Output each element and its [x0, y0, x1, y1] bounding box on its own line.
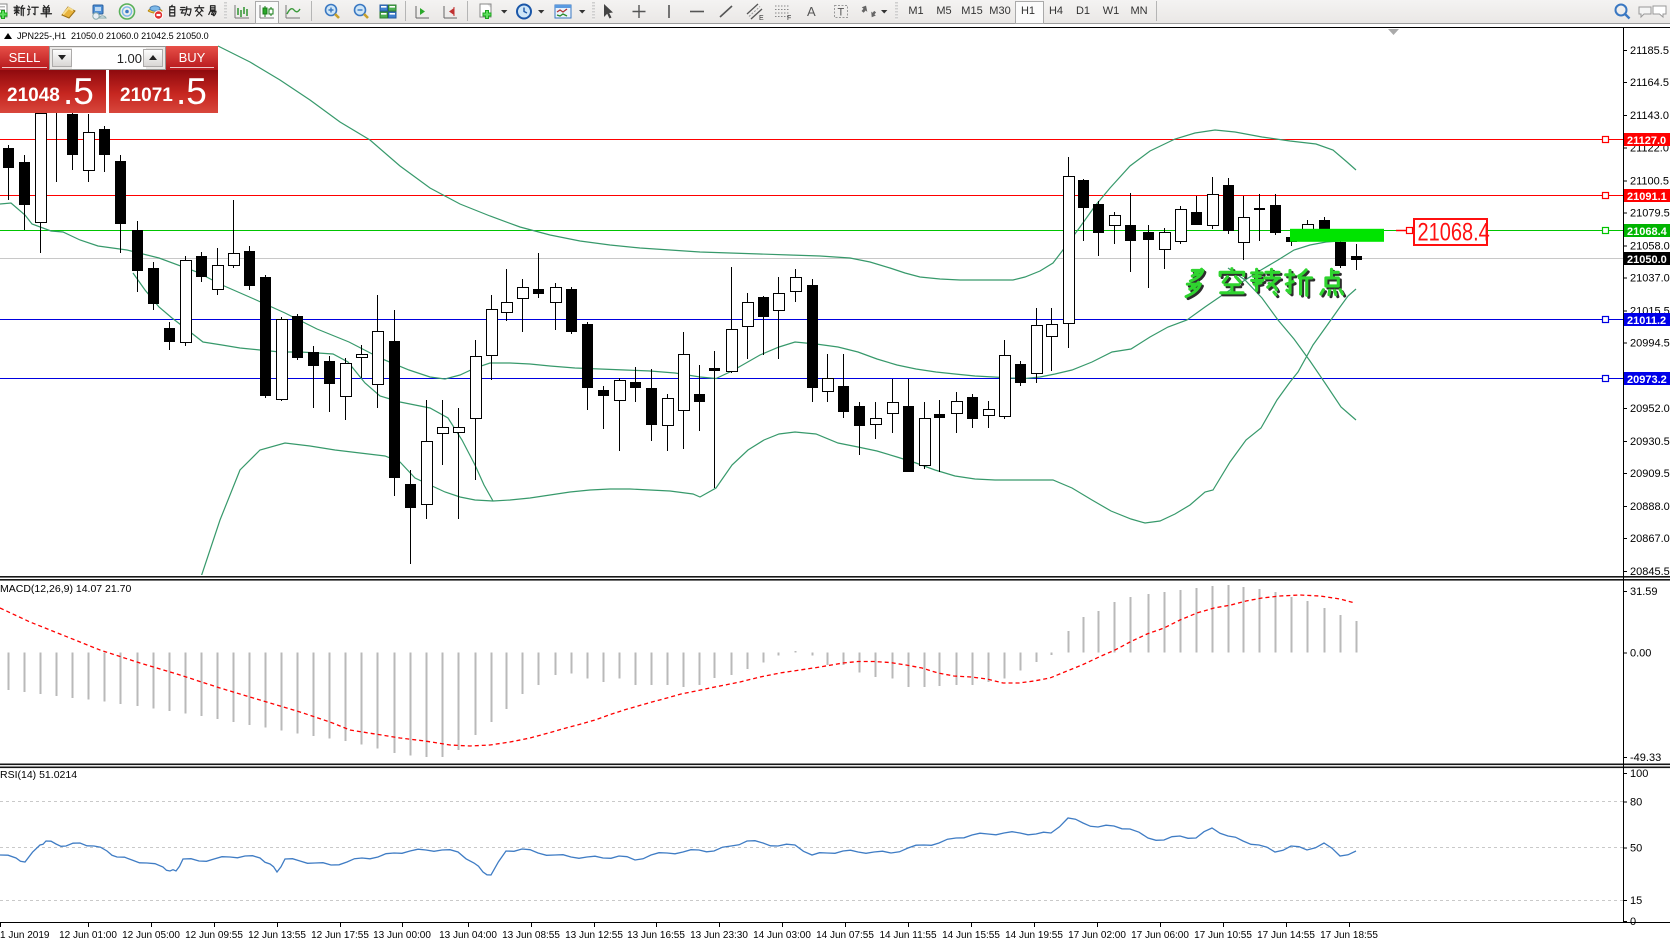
- svg-text:31.59: 31.59: [1630, 586, 1658, 598]
- svg-text:T: T: [838, 7, 845, 19]
- svg-text:0: 0: [1630, 916, 1636, 928]
- svg-text:20994.5: 20994.5: [1630, 338, 1670, 350]
- svg-text:17 Jun 14:55: 17 Jun 14:55: [1257, 930, 1315, 941]
- svg-text:21037.0: 21037.0: [1630, 273, 1670, 285]
- svg-text:12 Jun 09:55: 12 Jun 09:55: [185, 930, 243, 941]
- svg-text:20930.5: 20930.5: [1630, 436, 1670, 448]
- svg-text:F: F: [787, 15, 791, 21]
- svg-text:20909.5: 20909.5: [1630, 468, 1670, 480]
- svg-text:20952.0: 20952.0: [1630, 403, 1670, 415]
- svg-text:17 Jun 18:55: 17 Jun 18:55: [1320, 930, 1378, 941]
- svg-text:12 Jun 17:55: 12 Jun 17:55: [311, 930, 369, 941]
- svg-text:14 Jun 07:55: 14 Jun 07:55: [816, 930, 874, 941]
- svg-text:17 Jun 10:55: 17 Jun 10:55: [1194, 930, 1252, 941]
- svg-text:14 Jun 19:55: 14 Jun 19:55: [1005, 930, 1063, 941]
- svg-text:80: 80: [1630, 797, 1642, 809]
- svg-text:21058.0: 21058.0: [1630, 240, 1670, 252]
- svg-text:12 Jun 05:00: 12 Jun 05:00: [122, 930, 180, 941]
- svg-text:12 Jun 13:55: 12 Jun 13:55: [248, 930, 306, 941]
- svg-text:14 Jun 11:55: 14 Jun 11:55: [879, 930, 937, 941]
- svg-text:RSI(14) 51.0214: RSI(14) 51.0214: [0, 769, 77, 781]
- svg-text:20973.2: 20973.2: [1627, 374, 1667, 386]
- svg-text:20845.5: 20845.5: [1630, 566, 1670, 578]
- svg-text:17 Jun 02:00: 17 Jun 02:00: [1068, 930, 1126, 941]
- svg-text:15: 15: [1630, 895, 1642, 907]
- svg-text:A: A: [807, 4, 816, 19]
- svg-text:17 Jun 06:00: 17 Jun 06:00: [1131, 930, 1189, 941]
- svg-text:13 Jun 12:55: 13 Jun 12:55: [565, 930, 623, 941]
- svg-text:12 Jun 01:00: 12 Jun 01:00: [59, 930, 117, 941]
- svg-text:13 Jun 00:00: 13 Jun 00:00: [373, 930, 431, 941]
- svg-text:21164.5: 21164.5: [1630, 77, 1669, 89]
- svg-text:20888.0: 20888.0: [1630, 501, 1670, 513]
- svg-text:1 Jun 2019: 1 Jun 2019: [0, 930, 50, 941]
- svg-text:21068.4: 21068.4: [1418, 218, 1490, 246]
- svg-text:14 Jun 03:00: 14 Jun 03:00: [753, 930, 811, 941]
- svg-text:50: 50: [1630, 843, 1642, 855]
- svg-text:21185.5: 21185.5: [1630, 45, 1669, 57]
- svg-text:MACD(12,26,9) 14.07 21.70: MACD(12,26,9) 14.07 21.70: [0, 583, 131, 595]
- svg-text:E: E: [759, 15, 764, 21]
- svg-text:21127.0: 21127.0: [1627, 135, 1666, 147]
- svg-text:13 Jun 16:55: 13 Jun 16:55: [627, 930, 685, 941]
- svg-text:21011.2: 21011.2: [1627, 315, 1666, 327]
- svg-text:14 Jun 15:55: 14 Jun 15:55: [942, 930, 1000, 941]
- svg-text:21091.1: 21091.1: [1627, 191, 1667, 203]
- svg-text:21100.5: 21100.5: [1630, 175, 1669, 187]
- svg-text:21050.0: 21050.0: [1627, 254, 1667, 266]
- svg-text:0.00: 0.00: [1630, 648, 1651, 660]
- svg-text:21143.0: 21143.0: [1630, 110, 1669, 122]
- svg-text:13 Jun 04:00: 13 Jun 04:00: [439, 930, 497, 941]
- svg-text:13 Jun 23:30: 13 Jun 23:30: [690, 930, 748, 941]
- svg-text:-49.33: -49.33: [1630, 752, 1661, 764]
- svg-text:21068.4: 21068.4: [1627, 226, 1668, 238]
- svg-text:21079.5: 21079.5: [1630, 207, 1670, 219]
- svg-text:100: 100: [1630, 768, 1648, 780]
- svg-text:20867.0: 20867.0: [1630, 533, 1670, 545]
- svg-text:13 Jun 08:55: 13 Jun 08:55: [502, 930, 560, 941]
